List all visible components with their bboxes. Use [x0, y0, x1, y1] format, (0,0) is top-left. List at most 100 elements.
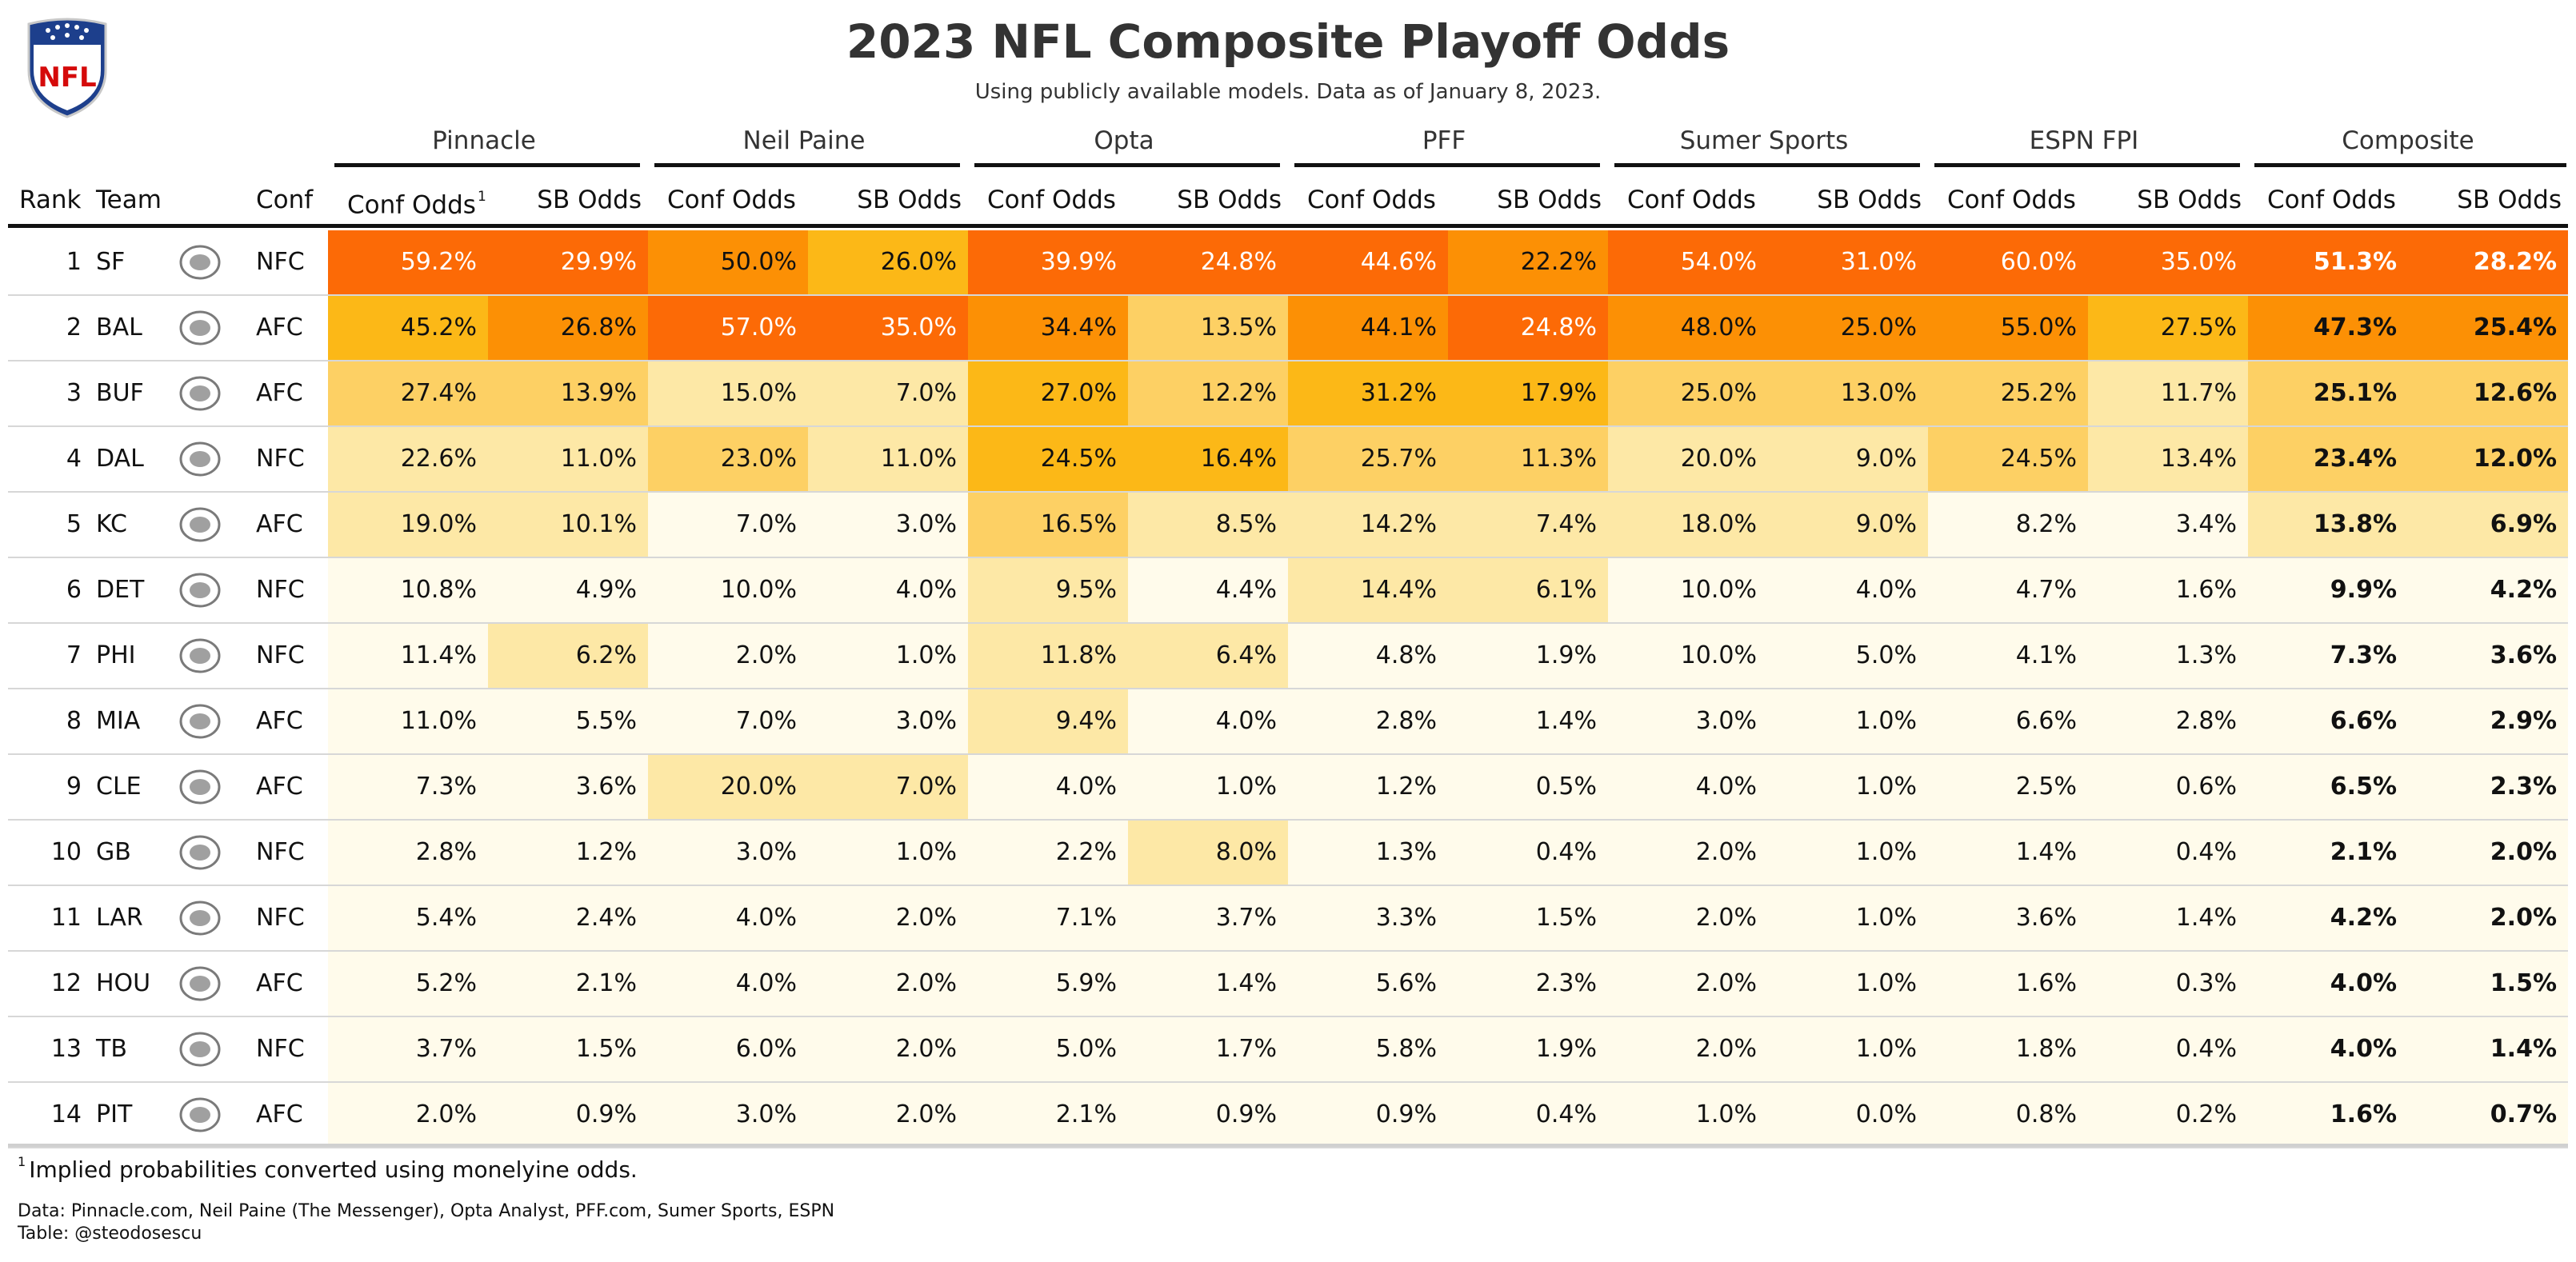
odds-cell: 25.0%	[1768, 296, 1928, 360]
odds-cell: 50.0%	[648, 230, 808, 294]
conference-cell: NFC	[256, 1035, 305, 1063]
conference-cell: NFC	[256, 248, 305, 276]
team-cell: BUF	[96, 379, 144, 407]
odds-cell: 0.2%	[2088, 1083, 2248, 1147]
odds-cell: 5.0%	[968, 1017, 1128, 1081]
odds-cell: 0.3%	[2088, 952, 2248, 1016]
rank-cell: 1	[66, 248, 82, 276]
odds-cell: 26.8%	[488, 296, 648, 360]
odds-cell: 44.1%	[1288, 296, 1448, 360]
group-label: ESPN FPI	[2029, 126, 2139, 155]
odds-cell: 2.0%	[648, 624, 808, 688]
odds-cell: 13.5%	[1128, 296, 1288, 360]
rank-cell: 3	[66, 379, 82, 407]
column-header-sb-odds: SB Odds	[1817, 186, 1922, 214]
row-separator	[8, 491, 2568, 493]
conference-cell: AFC	[256, 510, 303, 538]
odds-cell: 6.9%	[2408, 493, 2568, 557]
footnote-marker: 1	[18, 1153, 26, 1169]
odds-cell: 7.0%	[648, 493, 808, 557]
odds-cell: 1.4%	[1448, 689, 1608, 753]
texans-logo-icon	[179, 966, 221, 1001]
odds-cell: 0.4%	[2088, 821, 2248, 885]
odds-cell: 13.4%	[2088, 427, 2248, 491]
table-row: 8 MIA AFC 11.0% 5.5% 7.0% 3.0% 9.4% 4.0% 2.8% 1.4%…	[8, 689, 2568, 755]
table-row: 12 HOU AFC 5.2% 2.1% 4.0% 2.0% 5.9% 1.4% 5.6% 2.3%…	[8, 952, 2568, 1017]
odds-cell: 48.0%	[1608, 296, 1768, 360]
conference-cell: NFC	[256, 641, 305, 669]
odds-cell: 35.0%	[808, 296, 968, 360]
odds-cell: 1.0%	[1768, 952, 1928, 1016]
odds-cell: 1.2%	[1288, 755, 1448, 819]
odds-cell: 1.0%	[1608, 1083, 1768, 1147]
odds-cell: 2.0%	[1608, 1017, 1768, 1081]
odds-cell: 1.0%	[1768, 689, 1928, 753]
odds-cell: 27.5%	[2088, 296, 2248, 360]
odds-cell: 2.0%	[328, 1083, 488, 1147]
odds-cell: 2.0%	[808, 952, 968, 1016]
team-cell: PHI	[96, 641, 136, 669]
odds-cell: 4.9%	[488, 558, 648, 622]
group-rule	[1934, 163, 2240, 167]
odds-cell: 28.2%	[2408, 230, 2568, 294]
odds-cell: 5.9%	[968, 952, 1128, 1016]
table-row: 6 DET NFC 10.8% 4.9% 10.0% 4.0% 9.5% 4.4% 14.4% 6.…	[8, 558, 2568, 624]
table-row: 7 PHI NFC 11.4% 6.2% 2.0% 1.0% 11.8% 6.4% 4.8% 1.9…	[8, 624, 2568, 689]
odds-cell: 3.0%	[808, 689, 968, 753]
group-rule	[974, 163, 1280, 167]
odds-cell: 1.0%	[1128, 755, 1288, 819]
rank-cell: 11	[50, 904, 82, 932]
conference-cell: AFC	[256, 379, 303, 407]
odds-cell: 2.8%	[1288, 689, 1448, 753]
odds-cell: 5.2%	[328, 952, 488, 1016]
odds-cell: 6.1%	[1448, 558, 1608, 622]
odds-cell: 2.1%	[2248, 821, 2408, 885]
odds-cell: 14.4%	[1288, 558, 1448, 622]
odds-cell: 1.4%	[2408, 1017, 2568, 1081]
odds-cell: 1.0%	[1768, 1017, 1928, 1081]
column-header-label: Conf Odds	[1627, 186, 1756, 214]
odds-cell: 4.0%	[648, 952, 808, 1016]
team-cell: LAR	[96, 904, 143, 932]
eagles-logo-icon	[179, 638, 221, 673]
group-label: Neil Paine	[742, 126, 866, 155]
lions-logo-icon	[179, 573, 221, 608]
odds-cell: 20.0%	[648, 755, 808, 819]
odds-cell: 25.4%	[2408, 296, 2568, 360]
odds-cell: 4.0%	[1128, 689, 1288, 753]
odds-cell: 4.0%	[1768, 558, 1928, 622]
odds-cell: 6.0%	[648, 1017, 808, 1081]
odds-cell: 24.5%	[1928, 427, 2088, 491]
odds-cell: 24.8%	[1448, 296, 1608, 360]
odds-cell: 10.1%	[488, 493, 648, 557]
odds-cell: 3.0%	[808, 493, 968, 557]
conference-cell: AFC	[256, 1100, 303, 1128]
odds-cell: 3.4%	[2088, 493, 2248, 557]
odds-cell: 3.7%	[1128, 886, 1288, 950]
odds-cell: 45.2%	[328, 296, 488, 360]
column-header-label: Conf Odds	[667, 186, 796, 214]
odds-cell: 7.1%	[968, 886, 1128, 950]
odds-cell: 16.5%	[968, 493, 1128, 557]
rank-cell: 13	[50, 1035, 82, 1063]
odds-cell: 55.0%	[1928, 296, 2088, 360]
header-rule	[8, 224, 2568, 228]
rank-cell: 7	[66, 641, 82, 669]
odds-cell: 3.7%	[328, 1017, 488, 1081]
odds-cell: 1.2%	[488, 821, 648, 885]
table-row: 2 BAL AFC 45.2% 26.8% 57.0% 35.0% 34.4% 13.5% 44.…	[8, 296, 2568, 361]
column-header-sb-odds: SB Odds	[2457, 186, 2562, 214]
odds-cell: 1.5%	[2408, 952, 2568, 1016]
column-header-team: Team	[96, 186, 162, 214]
rank-cell: 9	[66, 773, 82, 801]
odds-cell: 2.0%	[1608, 821, 1768, 885]
odds-cell: 12.0%	[2408, 427, 2568, 491]
team-cell: TB	[96, 1035, 127, 1063]
odds-cell: 0.8%	[1928, 1083, 2088, 1147]
odds-cell: 1.4%	[1128, 952, 1288, 1016]
odds-cell: 13.9%	[488, 361, 648, 425]
odds-cell: 25.7%	[1288, 427, 1448, 491]
odds-cell: 7.0%	[808, 755, 968, 819]
odds-cell: 24.5%	[968, 427, 1128, 491]
